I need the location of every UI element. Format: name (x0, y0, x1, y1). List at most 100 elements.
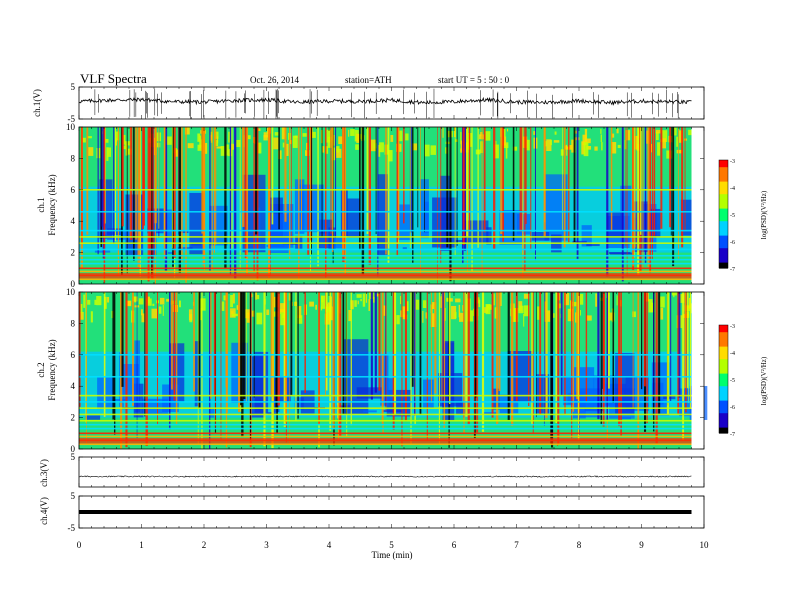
psd-speckle (297, 315, 303, 324)
psd-speckle (106, 147, 109, 161)
psd-speckle (585, 315, 592, 321)
impulse-spike (283, 292, 286, 427)
low-psd-patch (618, 417, 631, 420)
psd-speckle (594, 146, 598, 151)
impulse-spike (510, 292, 514, 427)
psd-speckle (166, 136, 172, 145)
colorbar-cell (719, 251, 728, 255)
impulse-spike (612, 292, 615, 403)
colorbar-cell (719, 226, 728, 229)
impulse-spike (97, 127, 99, 255)
psd-speckle (179, 300, 181, 308)
psd-speckle (107, 147, 112, 157)
impulse-spike (543, 127, 546, 237)
colorbar-cell (719, 375, 728, 378)
psd-speckle (223, 295, 227, 301)
impulse-spike (493, 127, 496, 249)
psd-speckle (216, 146, 223, 149)
impulse-spike (225, 292, 228, 388)
impulse-spike (653, 127, 656, 236)
impulse-spike (158, 127, 160, 229)
psd-speckle (159, 297, 165, 305)
impulse-spike (242, 127, 245, 227)
psd-speckle (189, 314, 192, 319)
y-tick-label: -5 (68, 114, 76, 124)
impulse-spike (585, 292, 588, 402)
impulse-spike (381, 292, 383, 424)
psd-speckle (616, 295, 618, 306)
psd-speckle (673, 127, 677, 136)
impulse-spike (270, 292, 273, 397)
colorbar-cell (719, 343, 728, 346)
low-psd-patch (210, 407, 215, 418)
colorbar-cell (719, 178, 728, 181)
low-psd-patch (336, 405, 353, 409)
impulse-spike (502, 127, 505, 242)
narrowband-line (79, 248, 692, 251)
psd-speckle (87, 136, 92, 139)
psd-speckle (523, 313, 525, 327)
x-axis-label: Time (min) (372, 550, 413, 560)
impulse-spike (463, 127, 467, 251)
ch2-spec-ylabel2: Frequency (kHz) (47, 339, 57, 400)
impulse-spike (346, 292, 348, 437)
colorbar-cell (719, 406, 728, 409)
impulse-spike (602, 292, 605, 392)
impulse-spike (201, 127, 203, 234)
colorbar-cell (719, 192, 728, 195)
colorbar-cell (719, 409, 728, 412)
impulse-spike (120, 292, 123, 449)
ch2-spec-ylabel: ch.2 (36, 362, 46, 377)
impulse-spike (660, 127, 663, 229)
impulse-spike (512, 127, 515, 241)
impulse-spike (644, 127, 647, 264)
psd-speckle (172, 304, 179, 312)
psd-speckle (595, 293, 598, 307)
psd-speckle (221, 301, 225, 311)
psd-speckle (141, 313, 145, 323)
narrowband-line (79, 443, 692, 446)
impulse-spike (238, 292, 241, 413)
impulse-spike (481, 292, 485, 432)
psd-speckle (309, 301, 314, 307)
colorbar-cell (719, 389, 728, 393)
colorbar-cell (719, 181, 728, 184)
impulse-spike (198, 292, 201, 408)
impulse-spike (666, 292, 670, 415)
x-tick-label: 5 (389, 540, 394, 550)
narrowband-line (79, 394, 692, 397)
impulse-spike (625, 127, 627, 247)
psd-speckle (609, 312, 615, 321)
impulse-spike (515, 292, 518, 403)
impulse-spike (564, 292, 566, 404)
impulse-spike (481, 127, 483, 276)
colorbar-cell (719, 196, 728, 199)
psd-speckle (659, 296, 665, 308)
impulse-spike (173, 292, 175, 398)
psd-speckle (360, 298, 362, 302)
colorbar-cell (719, 348, 728, 351)
psd-speckle (310, 131, 316, 138)
colorbar-tick-label: -6 (730, 240, 735, 246)
impulse-spike (471, 127, 473, 272)
impulse-spike (618, 292, 621, 427)
psd-speckle (455, 298, 461, 303)
impulse-spike (253, 127, 255, 273)
impulse-spike (173, 292, 176, 401)
psd-speckle (236, 305, 239, 310)
impulse-spike (647, 127, 650, 267)
psd-speckle (348, 129, 350, 137)
impulse-spike (606, 292, 608, 420)
impulse-spike (100, 127, 103, 248)
impulse-spike (448, 292, 451, 405)
low-psd-patch (586, 244, 600, 247)
psd-speckle (126, 148, 132, 155)
impulse-spike (139, 127, 141, 277)
impulse-spike (132, 292, 134, 406)
impulse-spike (634, 127, 635, 258)
psd-speckle (105, 138, 109, 143)
psd-speckle (400, 295, 402, 305)
narrowband-line (79, 413, 692, 416)
narrowband-line (79, 262, 692, 265)
psd-speckle (348, 309, 352, 322)
